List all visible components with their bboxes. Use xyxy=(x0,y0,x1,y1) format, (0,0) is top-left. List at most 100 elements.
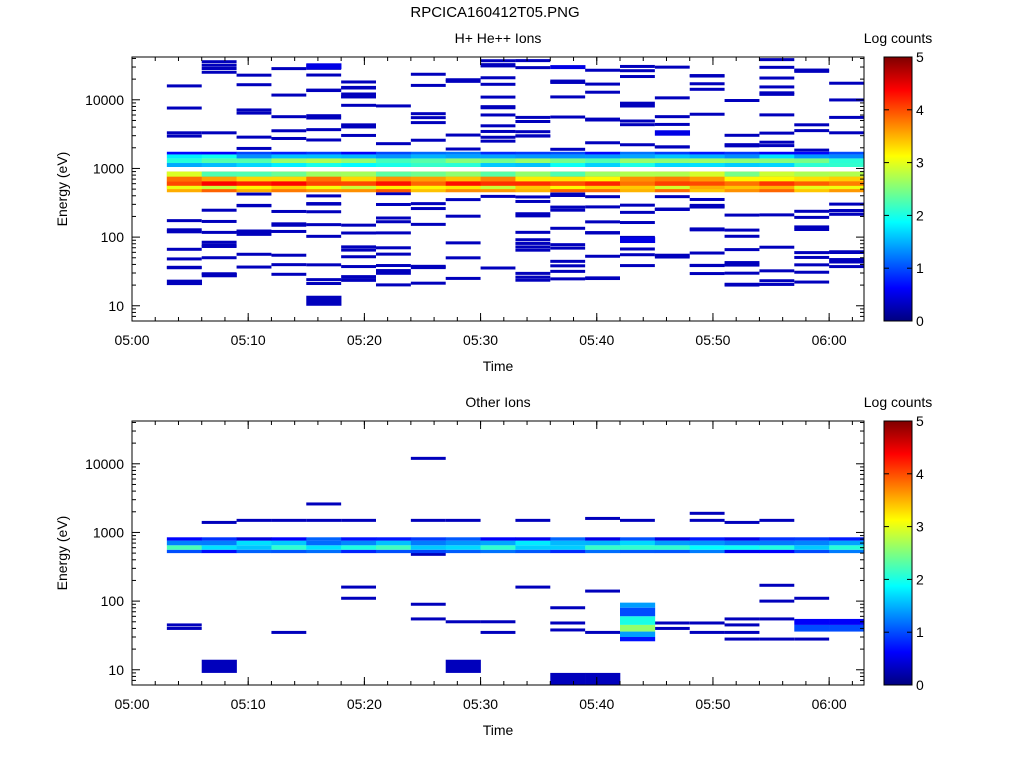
count-cell xyxy=(794,263,830,267)
count-cell xyxy=(166,623,202,627)
count-cell xyxy=(794,596,830,600)
heatmap-cell xyxy=(724,549,760,554)
count-cell xyxy=(759,92,795,96)
heatmap-cell xyxy=(794,618,830,625)
count-cell xyxy=(724,234,760,238)
count-cell xyxy=(515,248,551,252)
heatmap-cell xyxy=(515,176,551,182)
count-cell xyxy=(201,520,237,524)
heatmap-cell xyxy=(376,158,412,164)
count-cell xyxy=(829,260,864,264)
plot-area xyxy=(166,58,864,306)
heatmap-cell xyxy=(654,154,691,159)
count-cell xyxy=(236,192,272,196)
count-cell xyxy=(515,585,551,589)
count-cell xyxy=(759,131,795,135)
count-cell xyxy=(236,252,272,256)
count-cell xyxy=(271,222,307,226)
heatmap-cell xyxy=(654,537,691,541)
heatmap-cell xyxy=(480,540,516,546)
count-cell xyxy=(236,518,272,522)
heatmap-cell xyxy=(376,151,412,155)
heatmap-cell xyxy=(829,163,864,167)
count-cell xyxy=(829,115,864,119)
count-cell xyxy=(271,93,307,97)
heatmap-cell xyxy=(236,537,272,541)
count-cell xyxy=(166,266,202,270)
heatmap-cell xyxy=(794,537,830,541)
count-cell xyxy=(236,146,272,150)
heatmap-cell xyxy=(166,540,203,546)
count-cell xyxy=(515,119,551,123)
count-cell xyxy=(341,255,376,259)
count-cell xyxy=(794,69,830,73)
count-cell xyxy=(341,596,376,600)
count-cell xyxy=(410,552,446,556)
count-cell xyxy=(236,232,272,236)
y-tick-label: 1000 xyxy=(93,524,124,540)
count-cell xyxy=(445,518,481,522)
count-cell xyxy=(306,128,342,132)
heatmap-cell xyxy=(445,171,481,177)
heatmap-cell xyxy=(585,540,621,546)
count-cell xyxy=(585,68,620,72)
heatmap-cell xyxy=(236,154,272,159)
y-tick-label: 10 xyxy=(108,298,124,314)
count-cell xyxy=(829,131,864,135)
heatmap-cell xyxy=(550,154,586,159)
heatmap-cell xyxy=(759,185,795,190)
heatmap-cell xyxy=(306,163,342,167)
count-cell xyxy=(724,623,760,627)
count-cell xyxy=(480,76,516,80)
heatmap-cell xyxy=(550,181,586,186)
count-cell xyxy=(585,630,620,634)
heatmap-cell xyxy=(480,158,516,164)
count-cell xyxy=(550,79,586,83)
heatmap-cell xyxy=(515,540,551,546)
count-cell xyxy=(445,79,481,83)
count-cell xyxy=(515,214,551,218)
count-cell xyxy=(376,269,411,273)
heatmap-cell xyxy=(480,151,516,155)
count-cell xyxy=(585,82,620,86)
heatmap-cell xyxy=(271,549,307,554)
heatmap-cell xyxy=(341,549,377,554)
heatmap-cell xyxy=(620,151,656,155)
count-cell xyxy=(306,518,342,522)
count-cell xyxy=(445,133,481,137)
count-cell xyxy=(341,245,376,249)
count-cell xyxy=(306,234,342,238)
heatmap-cell xyxy=(236,545,272,550)
heatmap-cell xyxy=(166,158,203,164)
heatmap-cell xyxy=(445,540,481,546)
colorbar-tick-label: 2 xyxy=(916,207,924,223)
count-cell xyxy=(376,271,411,275)
heatmap-cell xyxy=(585,151,621,155)
count-cell xyxy=(724,143,760,147)
count-cell xyxy=(689,272,725,276)
count-cell xyxy=(654,122,690,126)
count-cell xyxy=(654,195,690,199)
heatmap-cell xyxy=(306,171,342,177)
count-cell xyxy=(306,223,342,227)
heatmap-cell xyxy=(201,158,237,164)
count-cell xyxy=(410,281,446,285)
count-cell xyxy=(410,202,446,206)
count-cell xyxy=(166,247,202,251)
count-cell xyxy=(376,202,411,206)
heatmap-cell xyxy=(271,154,307,159)
count-cell xyxy=(794,148,830,152)
count-cell xyxy=(166,131,202,135)
colorbar-tick-label: 5 xyxy=(916,413,924,429)
heatmap-cell xyxy=(620,176,656,182)
heatmap-cell xyxy=(620,181,656,186)
count-cell xyxy=(236,265,272,269)
heatmap-cell xyxy=(201,545,237,550)
count-cell xyxy=(306,138,342,142)
count-cell xyxy=(620,69,655,73)
heatmap-cell xyxy=(410,545,447,550)
count-cell xyxy=(410,138,446,142)
heatmap-cell xyxy=(585,158,621,164)
heatmap-cell xyxy=(620,624,656,632)
count-cell xyxy=(410,121,446,125)
